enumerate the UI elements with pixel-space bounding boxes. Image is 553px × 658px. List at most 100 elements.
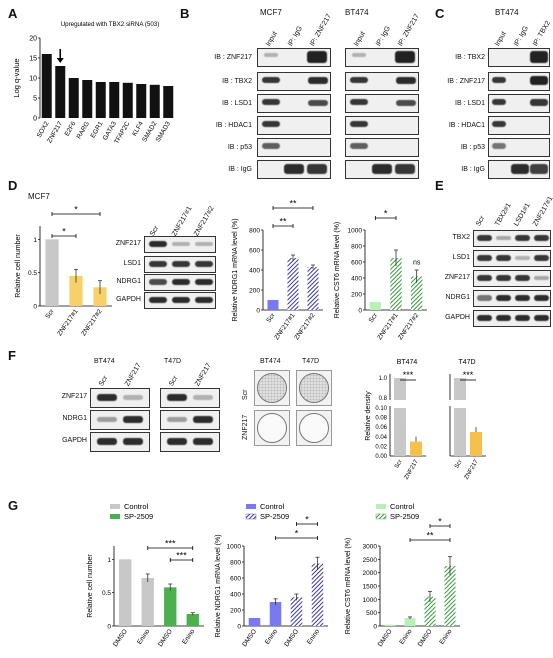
bar bbox=[390, 258, 402, 310]
legend-swatch-sp2509 bbox=[375, 513, 387, 520]
blot-band bbox=[496, 236, 511, 240]
row-label: GAPDH bbox=[116, 296, 141, 303]
y-axis-label: Relative CST6 mRNA level (%) bbox=[334, 222, 341, 318]
bar bbox=[45, 239, 59, 306]
y-tick-label: 2000 bbox=[363, 570, 378, 577]
row-label: Scr bbox=[242, 389, 249, 401]
bar bbox=[68, 78, 79, 118]
x-tick-label: Enino bbox=[438, 628, 453, 646]
blot-band bbox=[123, 395, 143, 400]
blot-band bbox=[149, 279, 167, 285]
lane-label: Input bbox=[494, 30, 508, 48]
blot-band bbox=[492, 77, 506, 83]
panel-b-blot-strip bbox=[345, 138, 419, 157]
x-tick-label: Scr bbox=[265, 311, 277, 324]
blot-band bbox=[534, 255, 549, 261]
bar bbox=[444, 566, 456, 626]
y-tick-label: 1500 bbox=[363, 584, 378, 591]
lane-label: LSD1#1 bbox=[513, 202, 532, 228]
blot-band bbox=[97, 394, 117, 401]
panel-c-blot-strip bbox=[488, 160, 550, 179]
legend-label: Control bbox=[124, 502, 149, 511]
x-tick-label: RARG bbox=[76, 121, 91, 141]
y-tick-label: 600 bbox=[249, 248, 260, 255]
y-tick-label: 2500 bbox=[363, 557, 378, 564]
bar bbox=[55, 66, 66, 118]
y-tick-label: 500 bbox=[366, 610, 377, 617]
significance-label: * bbox=[438, 517, 442, 527]
x-tick-label: DMSO bbox=[377, 628, 394, 648]
panel-b-blot-strip bbox=[257, 48, 331, 67]
lane-label: IP: ZNF217 bbox=[397, 12, 421, 48]
significance-label: * bbox=[384, 209, 388, 219]
panel-label-b: B bbox=[180, 6, 190, 21]
panel-c-blot-strip bbox=[488, 94, 550, 113]
y-tick-label: 0.06 bbox=[375, 425, 387, 431]
blot-band bbox=[149, 241, 167, 247]
panel-c-blot-strip bbox=[488, 116, 550, 135]
row-label: IB : p53 bbox=[460, 144, 485, 151]
row-label: IB : TBX2 bbox=[222, 78, 252, 85]
bar bbox=[122, 82, 133, 118]
blot-band bbox=[496, 315, 511, 321]
panel-d-blot-strip bbox=[144, 256, 216, 273]
blot-band bbox=[149, 297, 167, 303]
bar bbox=[410, 276, 423, 310]
x-tick-label: Enino bbox=[181, 628, 196, 646]
y-tick-label: 1000 bbox=[348, 228, 363, 235]
bar bbox=[95, 82, 106, 118]
y-axis-label: Log q-value bbox=[12, 58, 21, 97]
panel-d-blot-strip bbox=[144, 292, 216, 309]
row-label: IB : ZNF217 bbox=[214, 54, 252, 61]
panel-c-blot-strip bbox=[488, 138, 550, 157]
y-tick-label: 800 bbox=[249, 228, 260, 235]
bar bbox=[69, 276, 83, 306]
y-tick-label: 0.5 bbox=[102, 590, 111, 597]
blot-band bbox=[262, 99, 280, 105]
lane-label: Scr bbox=[98, 374, 110, 388]
blot-band bbox=[307, 164, 327, 174]
legend-swatch-control bbox=[110, 504, 120, 509]
blot-band bbox=[511, 164, 529, 174]
panel-e-blot-strip bbox=[473, 310, 551, 327]
panel-b-blot-strip bbox=[257, 116, 331, 135]
panel-d-ndrg1-chart: 0200400600800ScrZNF217#1ZNF217#2Relative… bbox=[232, 199, 323, 341]
blot-band bbox=[262, 121, 280, 127]
blot-band bbox=[530, 99, 548, 106]
panel-b-blot-strip bbox=[345, 72, 419, 91]
dish-well bbox=[254, 410, 290, 446]
blot-band bbox=[195, 242, 213, 246]
blot-band bbox=[307, 51, 327, 63]
bar bbox=[290, 597, 303, 626]
blot-band bbox=[477, 295, 492, 301]
panel-f-blot-strip bbox=[90, 432, 150, 452]
y-tick-label: 0.10 bbox=[375, 406, 387, 412]
panel-b-blot-strip bbox=[345, 116, 419, 135]
panel-a-title: Upregulated with TBX2 siRNA (503) bbox=[61, 21, 160, 28]
row-label: NDRG1 bbox=[445, 294, 470, 301]
y-axis-label: Relative NDRG1 mRNA level (%) bbox=[232, 218, 239, 321]
y-tick-label: 400 bbox=[230, 592, 241, 599]
y-tick-label: 1 bbox=[33, 237, 37, 244]
y-tick-label: 0 bbox=[107, 624, 111, 631]
cell-label: T47D bbox=[164, 358, 182, 365]
blot-band bbox=[515, 275, 530, 281]
significance-label: * bbox=[305, 515, 309, 525]
y-tick-label: 0 bbox=[373, 624, 377, 631]
blot-band bbox=[167, 438, 187, 445]
bar bbox=[470, 432, 482, 456]
blot-band bbox=[515, 235, 530, 241]
blot-band bbox=[264, 53, 278, 57]
significance-label: *** bbox=[463, 370, 474, 380]
panel-c-co-ip-blots: BT474 Input IP: IgG IP: TBX2 IB : TBX2 IB : … bbox=[435, 8, 553, 179]
blot-band bbox=[492, 143, 506, 149]
x-tick-label: ZNF217#1 bbox=[56, 308, 80, 337]
blot-band bbox=[496, 275, 511, 281]
bar bbox=[164, 587, 177, 626]
blot-band bbox=[496, 255, 511, 261]
bar bbox=[119, 559, 132, 626]
bar bbox=[404, 618, 416, 626]
